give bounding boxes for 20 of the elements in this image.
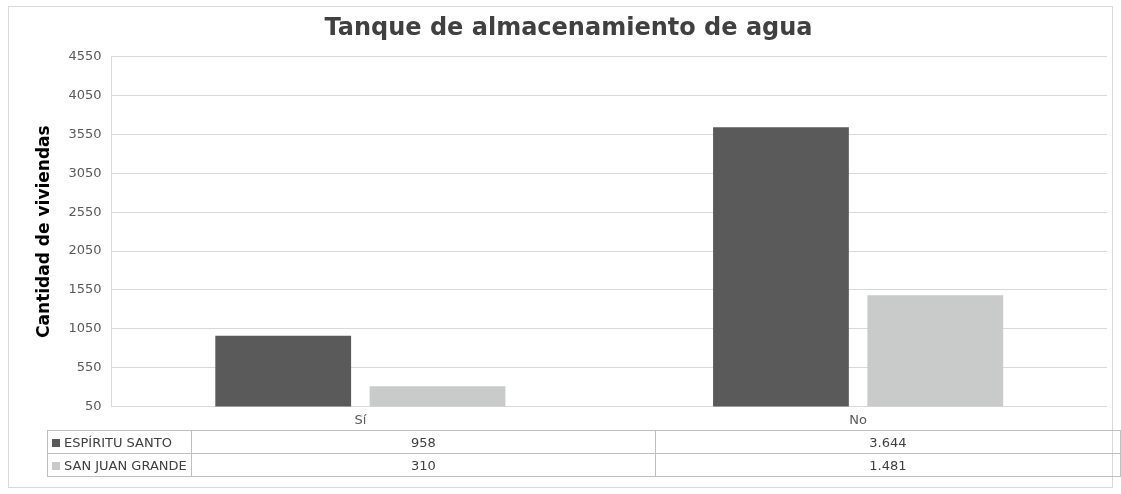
x-tick-label: Sí xyxy=(354,411,367,427)
y-tick-label: 3550 xyxy=(68,125,102,141)
y-tick-label: 550 xyxy=(76,358,102,374)
y-tick-label: 1050 xyxy=(68,320,102,336)
y-tick-label: 3050 xyxy=(68,164,102,180)
legend-label: ESPÍRITU SANTO xyxy=(47,430,192,454)
y-tick-label: 50 xyxy=(84,397,102,413)
y-tick-label: 4550 xyxy=(68,48,102,64)
data-label: 1.481 xyxy=(655,453,1121,477)
legend-label: SAN JUAN GRANDE xyxy=(47,453,192,477)
y-tick-label: 2550 xyxy=(68,203,102,219)
y-axis-title: Cantidad de viviendas xyxy=(32,125,53,338)
data-label: 3.644 xyxy=(655,430,1121,454)
data-label: 310 xyxy=(191,453,656,477)
y-tick-label: 4050 xyxy=(68,87,102,103)
y-tick-label: 2050 xyxy=(68,242,102,258)
x-tick-label: No xyxy=(849,411,867,427)
chart-title: Tanque de almacenamiento de agua xyxy=(324,12,813,41)
y-tick-label: 1550 xyxy=(68,281,102,297)
data-label: 958 xyxy=(191,430,656,454)
